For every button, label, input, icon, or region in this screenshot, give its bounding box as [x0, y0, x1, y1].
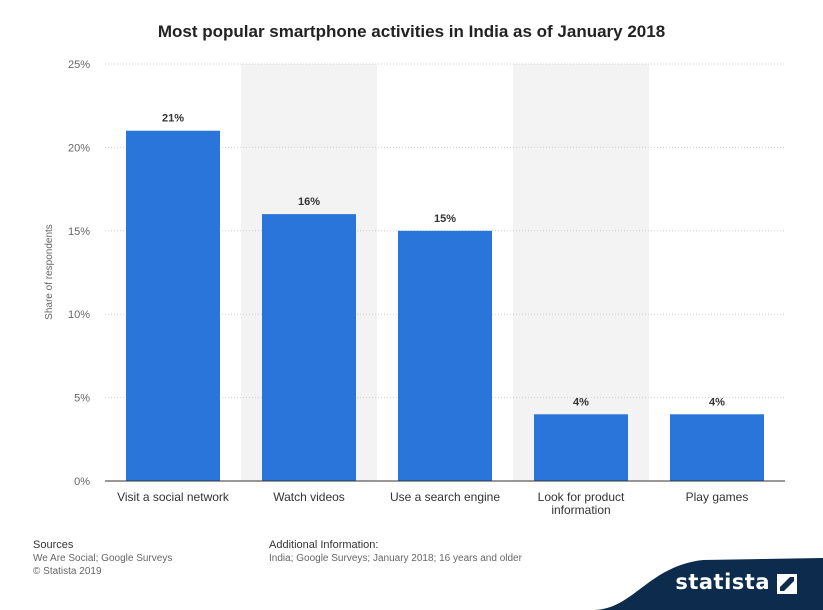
x-tick-label: Use a search engine — [390, 490, 500, 504]
y-axis-label: Share of respondents — [44, 224, 55, 320]
value-label: 4% — [573, 396, 589, 408]
value-label: 21% — [162, 113, 184, 125]
x-axis-ticks: Visit a social network Watch videos Use a … — [117, 490, 748, 517]
sources-text: We Are Social; Google Surveys — [33, 553, 173, 564]
y-axis-ticks: 0% 5% 10% 15% 20% 25% — [68, 59, 90, 488]
value-label: 4% — [709, 396, 725, 408]
y-tick-label: 25% — [68, 59, 90, 71]
x-tick-label: Watch videos — [273, 490, 345, 504]
bars — [126, 130, 764, 481]
x-tick-label: Play games — [686, 490, 749, 504]
chart-title: Most popular smartphone activities in In… — [157, 22, 666, 41]
brand-background — [593, 558, 823, 610]
bar[interactable] — [534, 414, 628, 481]
footer-additional-info: Additional Information: India; Google Su… — [269, 539, 522, 565]
bar-chart: 0% 5% 10% 15% 20% 25% Share of respondents 21… — [44, 59, 785, 517]
value-label: 16% — [298, 196, 320, 208]
category-band — [513, 64, 649, 481]
x-tick-label: Look for product information — [538, 490, 625, 517]
additional-info-text: India; Google Surveys; January 2018; 16 … — [269, 553, 522, 564]
y-tick-label: 0% — [74, 476, 90, 488]
bar[interactable] — [398, 230, 492, 481]
statista-logo-icon — [777, 574, 797, 594]
y-tick-label: 15% — [68, 226, 90, 238]
x-tick-label: Visit a social network — [117, 490, 230, 504]
sources-heading: Sources — [33, 539, 74, 551]
value-labels: 21% 16% 15% 4% 4% — [162, 113, 725, 409]
footer-sources: Sources We Are Social; Google Surveys © … — [33, 539, 172, 578]
value-label: 15% — [434, 213, 456, 225]
copyright-text: © Statista 2019 — [33, 566, 102, 577]
y-tick-label: 20% — [68, 142, 90, 154]
statista-brand[interactable]: statista — [593, 558, 823, 610]
y-tick-label: 10% — [68, 309, 90, 321]
additional-info-heading: Additional Information: — [269, 539, 379, 551]
y-tick-label: 5% — [74, 393, 90, 405]
statista-logo-text: statista — [675, 570, 770, 594]
bar[interactable] — [126, 130, 220, 481]
bar[interactable] — [670, 414, 764, 481]
bar[interactable] — [262, 214, 356, 481]
